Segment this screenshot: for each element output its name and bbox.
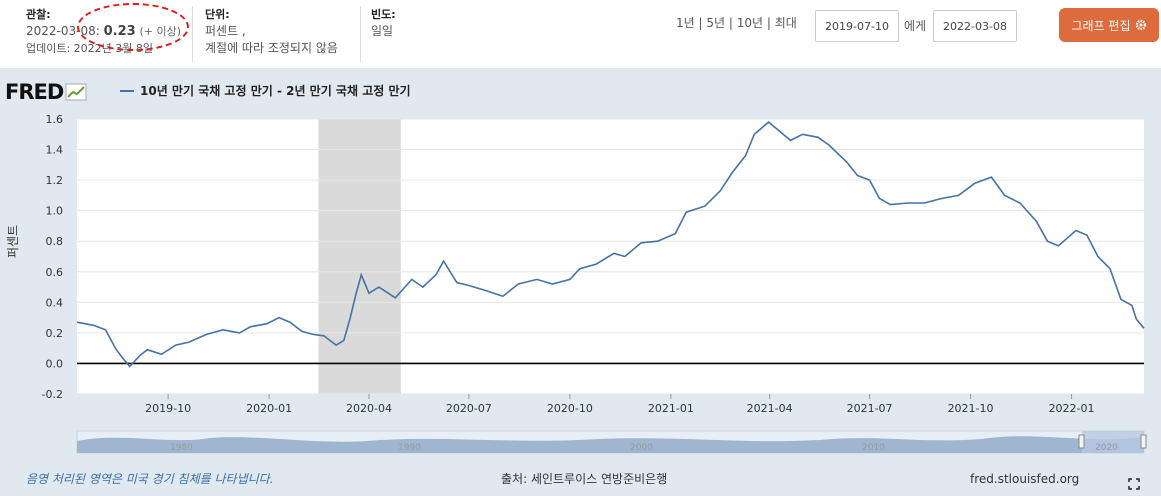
- chart-legend[interactable]: 10년 만기 국채 고정 만기 - 2년 만기 국채 고정 만기: [120, 82, 411, 99]
- observation-note[interactable]: (+ 이상): [139, 25, 182, 38]
- recession-note: 음영 처리된 영역은 미국 경기 침체를 나타냅니다.: [26, 472, 274, 486]
- source-text: 출처: 세인트루이스 연방준비은행: [501, 472, 668, 486]
- range-max-button[interactable]: 최대: [774, 16, 797, 30]
- source-site-link[interactable]: fred.stlouisfed.org: [970, 472, 1080, 486]
- observation-value: 0.23: [103, 24, 136, 39]
- header-bar: 관찰: 2022-03-08: 0.23 (+ 이상) 업데이트: 2022년 …: [0, 0, 1161, 68]
- logo-graph-icon: [65, 83, 87, 101]
- range-selector: 1년 | 5년 | 10년 | 최대: [676, 16, 797, 30]
- date-to-input[interactable]: [933, 10, 1017, 42]
- legend-label: 10년 만기 국채 고정 만기 - 2년 만기 국채 고정 만기: [140, 84, 411, 98]
- y-axis-label: 퍼센트: [6, 224, 20, 258]
- gear-icon: [1135, 19, 1146, 31]
- fred-logo-text: FRED: [5, 80, 64, 104]
- units-label: 단위:: [205, 8, 230, 21]
- frequency-label: 빈도:: [371, 8, 396, 21]
- date-from-input[interactable]: [815, 10, 899, 42]
- frequency-block: 빈도: 일일: [371, 6, 396, 40]
- updated-date: 업데이트: 2022년 3월 8일: [26, 42, 154, 55]
- fred-logo: FRED: [5, 80, 87, 104]
- units-value: 퍼센트 ,: [205, 24, 246, 38]
- chart-panel: [0, 68, 1161, 496]
- edit-graph-button[interactable]: 그래프 편집: [1059, 8, 1159, 42]
- fullscreen-icon[interactable]: [1128, 478, 1140, 490]
- range-10y-button[interactable]: 10년: [736, 16, 764, 30]
- range-5y-button[interactable]: 5년: [706, 16, 726, 30]
- observation-date: 2022-03-08:: [26, 24, 100, 38]
- edit-graph-label: 그래프 편집: [1071, 18, 1131, 33]
- divider: [192, 6, 193, 62]
- observation-label: 관찰:: [26, 8, 51, 21]
- legend-swatch: [120, 89, 134, 92]
- divider: [360, 6, 361, 62]
- observation-block: 관찰: 2022-03-08: 0.23 (+ 이상) 업데이트: 2022년 …: [26, 6, 181, 57]
- units-block: 단위: 퍼센트 , 계절에 따라 조정되지 않음: [205, 6, 338, 57]
- frequency-value: 일일: [371, 24, 394, 38]
- range-1y-button[interactable]: 1년: [676, 16, 695, 30]
- date-to-label: 에게: [904, 19, 927, 33]
- units-adjustment: 계절에 따라 조정되지 않음: [205, 41, 338, 55]
